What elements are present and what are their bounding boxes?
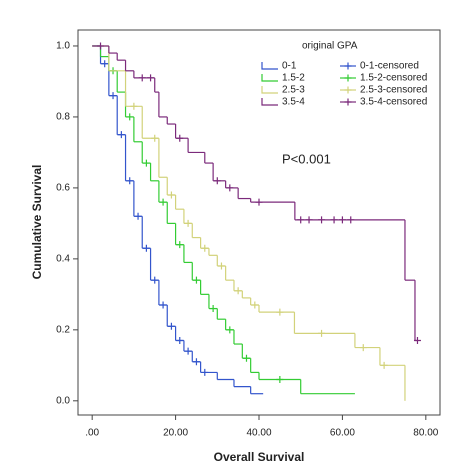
legend-label: 2.5-3-censored bbox=[360, 85, 427, 96]
censor-mark bbox=[142, 244, 150, 252]
censor-mark bbox=[276, 308, 284, 316]
censor-mark bbox=[138, 74, 146, 82]
legend-swatch bbox=[261, 62, 278, 70]
censor-mark bbox=[209, 305, 217, 313]
legend-swatch bbox=[344, 86, 352, 94]
x-axis-title: Overall Survival bbox=[214, 450, 305, 464]
y-tick-label: 0.4 bbox=[56, 254, 70, 265]
p-value: P<0.001 bbox=[282, 151, 331, 166]
censor-mark bbox=[142, 159, 150, 167]
legend-label: 1.5-2-censored bbox=[360, 73, 427, 84]
legend-swatch bbox=[261, 74, 278, 82]
censor-mark bbox=[167, 322, 175, 330]
censor-mark bbox=[347, 216, 355, 224]
y-tick-label: 1.0 bbox=[56, 41, 70, 52]
legend-swatch bbox=[344, 98, 352, 106]
censor-mark bbox=[192, 276, 200, 284]
censor-mark bbox=[101, 60, 109, 68]
censor-mark bbox=[201, 368, 209, 376]
censor-mark bbox=[159, 198, 167, 206]
censor-mark bbox=[151, 276, 159, 284]
legend-label: 2.5-3 bbox=[282, 85, 305, 96]
censor-mark bbox=[109, 92, 117, 100]
censor-mark bbox=[201, 244, 209, 252]
censor-mark bbox=[318, 216, 326, 224]
censor-mark bbox=[217, 262, 225, 270]
censor-mark bbox=[226, 184, 234, 192]
legend-title: original GPA bbox=[302, 41, 358, 52]
y-tick-label: 0.2 bbox=[56, 324, 70, 335]
censor-mark bbox=[213, 177, 221, 185]
censor-mark bbox=[413, 336, 421, 344]
censor-mark bbox=[176, 336, 184, 344]
legend-label: 1.5-2 bbox=[282, 73, 305, 84]
censor-mark bbox=[147, 74, 155, 82]
x-tick-label: 80.00 bbox=[413, 428, 438, 439]
x-tick-label: .00 bbox=[85, 428, 99, 439]
censor-mark bbox=[234, 287, 242, 295]
censor-mark bbox=[134, 212, 142, 220]
x-tick-label: 20.00 bbox=[163, 428, 188, 439]
y-tick-label: 0.0 bbox=[56, 395, 70, 406]
censor-mark bbox=[126, 177, 134, 185]
x-tick-label: 60.00 bbox=[330, 428, 355, 439]
censor-mark bbox=[184, 347, 192, 355]
censor-mark bbox=[338, 216, 346, 224]
x-tick-label: 40.00 bbox=[246, 428, 271, 439]
censor-mark bbox=[297, 216, 305, 224]
censor-mark bbox=[192, 358, 200, 366]
y-tick-label: 0.6 bbox=[56, 183, 70, 194]
legend-swatch bbox=[344, 74, 352, 82]
censor-mark bbox=[226, 326, 234, 334]
censor-mark bbox=[330, 216, 338, 224]
censor-mark bbox=[318, 329, 326, 337]
censor-mark bbox=[242, 354, 250, 362]
censor-mark bbox=[276, 376, 284, 384]
censor-mark bbox=[176, 241, 184, 249]
censor-mark bbox=[255, 198, 263, 206]
censor-mark bbox=[184, 219, 192, 227]
censor-mark bbox=[151, 134, 159, 142]
legend-label: 3.5-4-censored bbox=[360, 97, 427, 108]
censor-mark bbox=[117, 131, 125, 139]
censor-mark bbox=[130, 102, 138, 110]
censor-mark bbox=[126, 113, 134, 121]
censor-mark bbox=[167, 191, 175, 199]
legend-swatch bbox=[261, 86, 278, 94]
legend-swatch bbox=[261, 98, 278, 106]
censor-mark bbox=[305, 216, 313, 224]
y-tick-label: 0.8 bbox=[56, 112, 70, 123]
legend-swatch bbox=[344, 62, 352, 70]
censor-mark bbox=[159, 301, 167, 309]
censor-mark bbox=[380, 361, 388, 369]
censor-mark bbox=[97, 42, 105, 50]
y-axis-title: Cumulative Survival bbox=[30, 165, 44, 280]
legend-label: 0-1 bbox=[282, 61, 297, 72]
censor-mark bbox=[251, 301, 259, 309]
censor-mark bbox=[176, 134, 184, 142]
censor-mark bbox=[359, 344, 367, 352]
legend-label: 3.5-4 bbox=[282, 97, 305, 108]
legend-label: 0-1-censored bbox=[360, 61, 419, 72]
